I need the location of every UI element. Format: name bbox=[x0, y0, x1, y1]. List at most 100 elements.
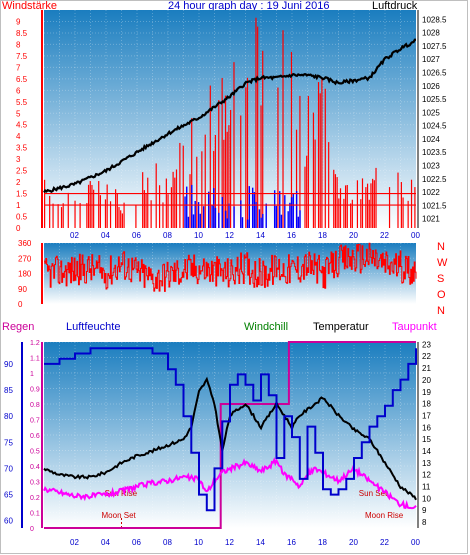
wind-bar bbox=[209, 85, 211, 228]
wind-speed-tick: 2.5 bbox=[16, 167, 28, 176]
windchill-label: Windchill bbox=[244, 321, 289, 333]
wind-bar bbox=[295, 129, 298, 228]
pressure-tick: 1023.5 bbox=[422, 148, 447, 157]
wind-bar bbox=[221, 77, 223, 228]
wind-bar bbox=[121, 213, 123, 228]
wind-bar bbox=[196, 156, 198, 228]
graph-title: 24 hour graph day : 19 Juni 2016 bbox=[168, 0, 330, 12]
x-tick-label: 18 bbox=[318, 538, 327, 547]
rain-tick: 0.7 bbox=[30, 418, 40, 425]
wind-speed-tick: 4.5 bbox=[16, 121, 28, 130]
wind-bar bbox=[346, 185, 348, 228]
x-tick-label: 20 bbox=[349, 538, 358, 547]
temperature-tick: 13 bbox=[422, 459, 431, 468]
wind-bar bbox=[397, 172, 399, 228]
compass-label: O bbox=[437, 289, 446, 301]
wind-pressure-x-axis: 02 04 06 08 10 12 14 16 18 20 22 00 bbox=[70, 231, 420, 240]
wind-bar bbox=[343, 198, 345, 228]
wind-bar bbox=[372, 178, 374, 228]
wind-speed-tick: 6.5 bbox=[16, 75, 28, 84]
gust-bar bbox=[275, 205, 278, 228]
gust-bars bbox=[184, 184, 301, 228]
wind-bar bbox=[365, 187, 367, 228]
wind-bar bbox=[224, 95, 227, 228]
humidity-tick: 60 bbox=[4, 517, 13, 526]
humidity-axis: 60 65 70 75 80 85 90 bbox=[4, 342, 23, 528]
wind-bar bbox=[67, 192, 69, 228]
temperature-tick: 20 bbox=[422, 376, 431, 385]
wind-bar bbox=[106, 184, 108, 228]
wind-bar bbox=[356, 180, 359, 228]
temperature-tick: 22 bbox=[422, 352, 431, 361]
wind-bar bbox=[307, 95, 309, 229]
compass-label: N bbox=[437, 241, 445, 253]
gust-bar bbox=[194, 200, 196, 228]
temperature-humidity-plot-area bbox=[44, 342, 416, 528]
gust-bar bbox=[197, 202, 200, 228]
gust-bar bbox=[186, 186, 188, 228]
wind-bar bbox=[143, 190, 145, 228]
wind-bar bbox=[87, 184, 90, 228]
x-tick-label: 06 bbox=[132, 231, 141, 240]
pressure-tick: 1023 bbox=[422, 162, 440, 171]
gust-bar bbox=[297, 216, 300, 228]
pressure-tick: 1025 bbox=[422, 108, 440, 117]
wind-bar bbox=[414, 187, 416, 228]
wind-bar bbox=[324, 88, 326, 228]
wind-bar bbox=[402, 197, 404, 228]
pressure-tick: 1027 bbox=[422, 55, 440, 64]
temperature-tick: 17 bbox=[422, 411, 431, 420]
wind-bar bbox=[150, 200, 152, 228]
gust-bar bbox=[233, 206, 235, 228]
rain-tick: 0.5 bbox=[30, 449, 40, 456]
x-tick-label: 22 bbox=[380, 538, 389, 547]
rain-label: Regen bbox=[2, 321, 35, 333]
wind-bar bbox=[52, 203, 54, 228]
pressure-axis: 1021 1021.5 1022 1022.5 1023 1023.5 1024 1024.5… bbox=[417, 10, 447, 228]
temperature-humidity-x-axis: 02 04 06 08 10 12 14 16 18 20 22 00 bbox=[70, 538, 420, 547]
wind-bar bbox=[91, 184, 93, 228]
event-label: Sun Set bbox=[359, 489, 388, 498]
wind-speed-tick: 6 bbox=[16, 86, 21, 95]
wind-bar bbox=[191, 118, 193, 228]
pressure-tick: 1022.5 bbox=[422, 175, 447, 184]
x-tick-label: 08 bbox=[163, 538, 172, 547]
humidity-tick: 70 bbox=[4, 464, 13, 473]
wind-direction-line bbox=[44, 242, 417, 292]
temperature-tick: 11 bbox=[422, 483, 431, 492]
pressure-tick: 1028.5 bbox=[422, 15, 447, 24]
gust-bar bbox=[292, 193, 294, 228]
pressure-label: Luftdruck bbox=[372, 0, 418, 12]
wind-bars bbox=[44, 17, 416, 229]
wind-bar bbox=[109, 201, 112, 228]
gust-bar bbox=[279, 191, 281, 228]
gust-bar bbox=[241, 217, 244, 228]
wind-bar bbox=[74, 200, 76, 228]
wind-speed-tick: 7.5 bbox=[16, 52, 28, 61]
wind-bar bbox=[328, 142, 330, 228]
wind-speed-tick: 2 bbox=[16, 178, 21, 187]
gust-bar bbox=[213, 188, 215, 228]
x-tick-label: 20 bbox=[349, 231, 358, 240]
x-tick-label: 12 bbox=[225, 538, 234, 547]
wind-speed-tick: 9 bbox=[16, 17, 21, 26]
gust-bar bbox=[221, 196, 223, 228]
pressure-tick: 1021 bbox=[422, 215, 440, 224]
dewpoint-label: Taupunkt bbox=[392, 321, 437, 333]
temperature-tick: 8 bbox=[422, 518, 427, 527]
wind-bar bbox=[373, 180, 375, 228]
gust-bar bbox=[226, 218, 229, 228]
wind-bar bbox=[123, 202, 125, 228]
gust-bar bbox=[191, 184, 193, 228]
wind-bar bbox=[350, 203, 352, 228]
wind-bar bbox=[375, 167, 377, 228]
pressure-tick: 1022 bbox=[422, 188, 440, 197]
gust-bar bbox=[199, 213, 201, 228]
wind-bar bbox=[93, 189, 95, 228]
wind-bar bbox=[204, 134, 206, 228]
event-label: Moon Rise bbox=[365, 511, 404, 520]
wind-bar bbox=[182, 145, 184, 228]
gust-bar bbox=[255, 202, 257, 228]
rain-tick: 0.3 bbox=[30, 480, 40, 487]
